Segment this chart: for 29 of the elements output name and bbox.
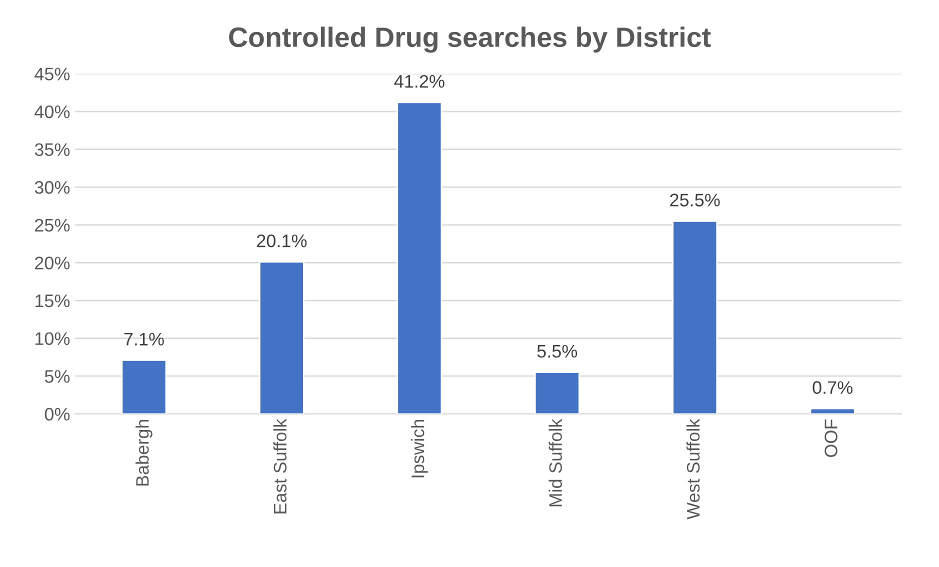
- bar: [810, 408, 856, 414]
- y-tick-label: 30%: [34, 181, 70, 194]
- x-tick-label: East Suffolk: [273, 418, 287, 514]
- x-tick-label: Babergh: [136, 420, 152, 486]
- x-tick-label: Ipswich: [411, 420, 428, 478]
- bar: [121, 360, 167, 414]
- x-tick-label: Mid Suffolk: [548, 418, 562, 506]
- data-label: 0.7%: [812, 381, 853, 394]
- data-label: 5.5%: [537, 344, 578, 358]
- data-label: 20.1%: [257, 234, 307, 248]
- data-label: 25.5%: [670, 194, 720, 206]
- y-tick-label: 45%: [34, 68, 70, 80]
- y-tick-label: 10%: [36, 332, 70, 346]
- x-tick-label: OOF: [824, 419, 838, 458]
- y-tick-label: 40%: [34, 105, 70, 118]
- y-tick-label: 0%: [44, 408, 70, 421]
- bar: [258, 261, 304, 414]
- y-tick-label: 5%: [44, 370, 70, 383]
- chart-title: Controlled Drug searches by District: [229, 26, 711, 53]
- y-tick-label: 25%: [35, 218, 70, 232]
- y-tick-label: 35%: [34, 143, 70, 156]
- data-label: 41.2%: [394, 74, 444, 88]
- bar: [534, 372, 580, 414]
- y-tick-label: 20%: [35, 256, 70, 270]
- bar: [672, 220, 718, 414]
- data-label: 7.1%: [124, 332, 164, 346]
- x-tick-label: West Suffolk: [686, 418, 700, 520]
- bar: [396, 102, 442, 414]
- y-tick-label: 15%: [36, 294, 70, 308]
